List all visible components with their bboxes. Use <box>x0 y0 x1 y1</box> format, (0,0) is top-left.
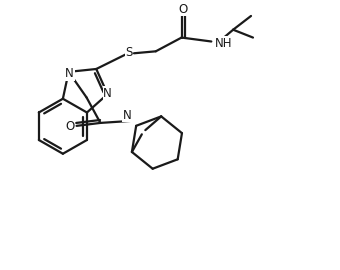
Text: O: O <box>178 3 187 16</box>
Text: O: O <box>65 120 74 133</box>
Text: N: N <box>103 87 112 100</box>
Text: N: N <box>123 109 132 122</box>
Text: S: S <box>125 46 133 59</box>
Text: N: N <box>65 67 74 80</box>
Text: NH: NH <box>215 37 233 50</box>
